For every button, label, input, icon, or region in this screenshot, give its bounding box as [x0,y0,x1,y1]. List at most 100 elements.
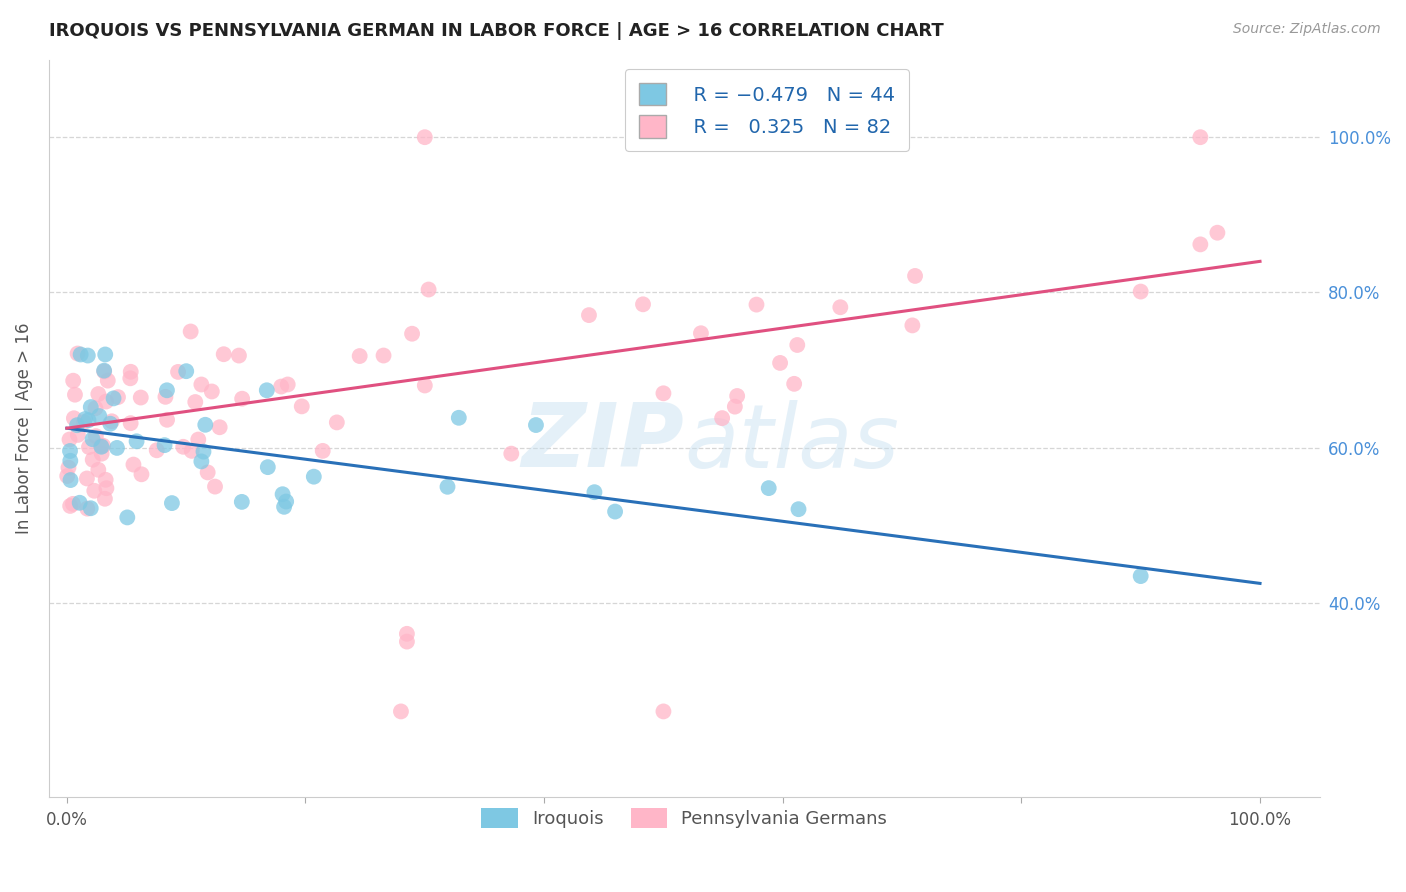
Point [228,349,250,363]
Point [58,433,80,447]
Point [87,387,110,401]
Point [830,300,852,314]
Point [231,392,253,406]
Point [725,389,748,403]
Point [94,491,117,506]
Point [117,510,139,524]
Point [153,438,176,452]
Point [1189,130,1212,145]
Point [603,505,626,519]
Point [326,416,349,430]
Point [413,130,436,145]
Point [66,418,89,433]
Point [82,452,104,467]
Point [312,443,335,458]
Point [63,411,86,425]
Text: Source: ZipAtlas.com: Source: ZipAtlas.com [1233,22,1381,37]
Point [77,440,100,454]
Point [101,414,124,428]
Point [66,428,89,442]
Point [187,433,209,447]
Point [93,364,115,378]
Legend: Iroquois, Pennsylvania Germans: Iroquois, Pennsylvania Germans [474,800,894,836]
Point [583,485,606,500]
Point [190,454,212,468]
Point [758,481,780,495]
Point [93,364,115,378]
Point [156,384,179,398]
Point [418,283,440,297]
Point [58,460,80,475]
Point [256,384,278,398]
Point [277,377,299,392]
Point [190,377,212,392]
Point [131,467,153,482]
Point [120,371,142,385]
Point [145,443,167,458]
Point [208,420,231,434]
Point [59,473,82,487]
Point [690,326,713,341]
Point [401,326,423,341]
Point [87,463,110,477]
Point [231,495,253,509]
Point [256,460,278,475]
Point [76,501,98,516]
Point [156,413,179,427]
Point [91,439,114,453]
Point [73,412,96,426]
Point [395,634,418,648]
Point [524,418,547,433]
Point [76,349,98,363]
Point [94,394,117,409]
Point [84,401,107,416]
Point [193,444,215,458]
Point [103,392,125,406]
Point [447,410,470,425]
Point [271,487,294,501]
Point [90,439,112,453]
Point [80,400,103,414]
Point [652,705,675,719]
Point [197,466,219,480]
Point [711,411,734,425]
Point [94,347,117,361]
Point [901,318,924,333]
Point [160,496,183,510]
Point [212,347,235,361]
Point [783,376,806,391]
Point [97,374,120,388]
Point [84,429,107,443]
Point [1129,569,1152,583]
Point [66,346,89,360]
Point [724,400,747,414]
Point [291,400,314,414]
Point [904,268,927,283]
Point [98,417,121,431]
Point [389,705,412,719]
Point [80,501,103,516]
Point [413,378,436,392]
Y-axis label: In Labor Force | Age > 16: In Labor Force | Age > 16 [15,322,32,534]
Point [578,308,600,322]
Point [59,454,82,468]
Point [155,390,177,404]
Point [129,391,152,405]
Point [105,441,128,455]
Point [76,471,98,485]
Point [652,386,675,401]
Point [201,384,224,399]
Point [69,347,91,361]
Point [204,480,226,494]
Point [184,395,207,409]
Point [631,297,654,311]
Point [786,338,808,352]
Point [167,365,190,379]
Point [769,356,792,370]
Point [270,379,292,393]
Point [180,443,202,458]
Point [745,297,768,311]
Point [373,349,395,363]
Point [62,374,84,388]
Point [125,434,148,449]
